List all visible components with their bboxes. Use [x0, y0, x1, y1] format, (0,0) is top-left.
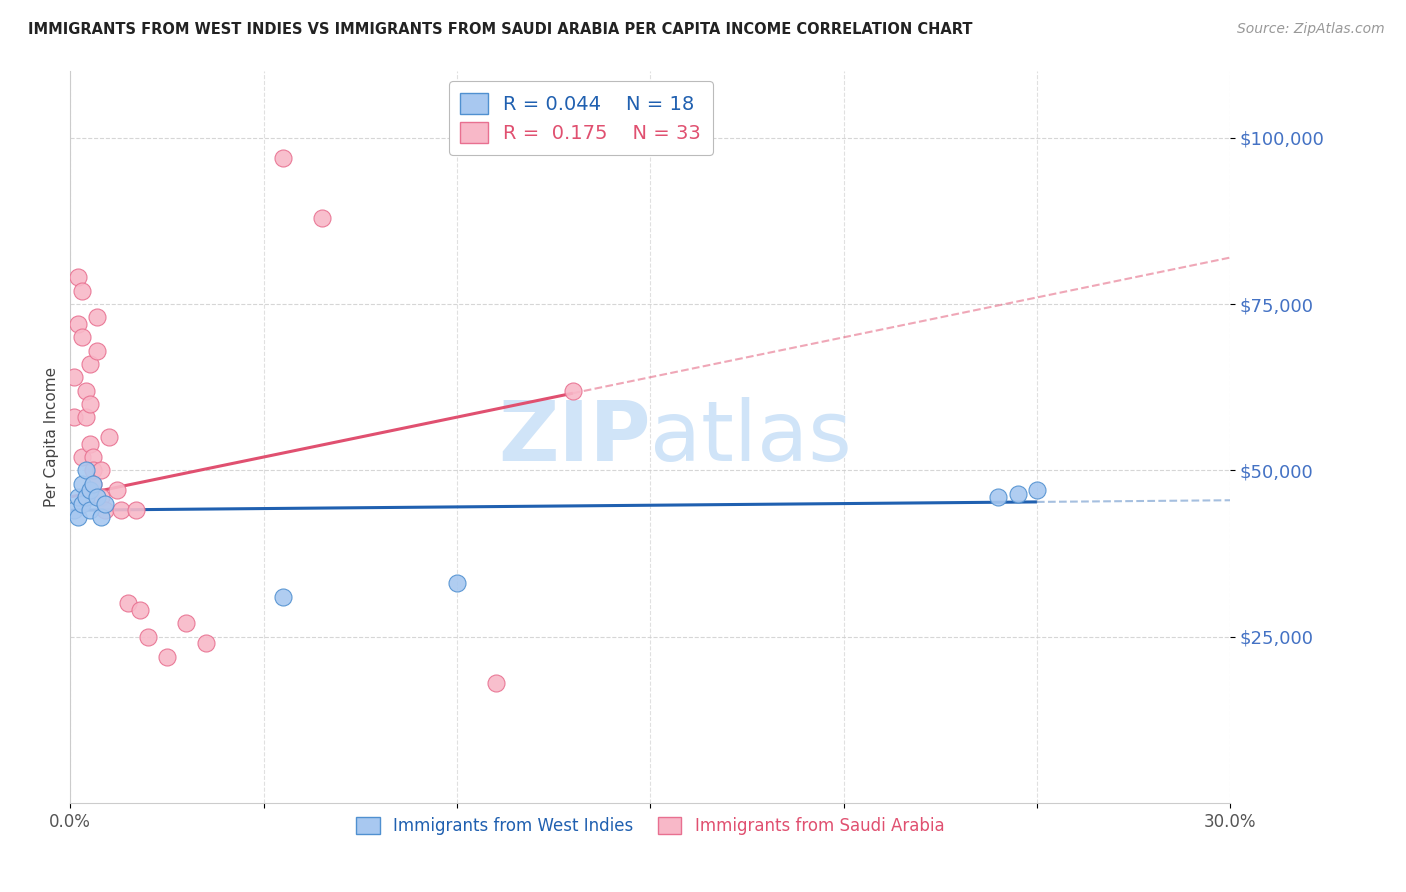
Point	[82, 450, 105, 464]
Point	[63, 370, 86, 384]
Point	[67, 490, 90, 504]
Point	[70, 284, 93, 298]
Point	[86, 343, 108, 358]
Point	[86, 310, 108, 325]
Point	[174, 616, 197, 631]
Text: IMMIGRANTS FROM WEST INDIES VS IMMIGRANTS FROM SAUDI ARABIA PER CAPITA INCOME CO: IMMIGRANTS FROM WEST INDIES VS IMMIGRANT…	[28, 22, 973, 37]
Point	[129, 603, 152, 617]
Point	[94, 497, 117, 511]
Point	[1026, 483, 1049, 498]
Point	[311, 211, 333, 225]
Point	[79, 483, 101, 498]
Point	[86, 490, 108, 504]
Point	[110, 503, 132, 517]
Point	[70, 497, 93, 511]
Point	[70, 330, 93, 344]
Point	[70, 476, 93, 491]
Point	[79, 436, 101, 450]
Point	[75, 490, 97, 504]
Legend: Immigrants from West Indies, Immigrants from Saudi Arabia: Immigrants from West Indies, Immigrants …	[350, 811, 950, 842]
Point	[82, 476, 105, 491]
Point	[67, 270, 90, 285]
Point	[63, 410, 86, 425]
Point	[79, 357, 101, 371]
Point	[75, 410, 97, 425]
Point	[90, 463, 112, 477]
Point	[562, 384, 585, 398]
Point	[271, 151, 294, 165]
Point	[94, 503, 117, 517]
Text: Source: ZipAtlas.com: Source: ZipAtlas.com	[1237, 22, 1385, 37]
Point	[70, 450, 93, 464]
Point	[75, 384, 97, 398]
Point	[156, 649, 179, 664]
Text: atlas: atlas	[650, 397, 852, 477]
Point	[105, 483, 128, 498]
Point	[82, 463, 105, 477]
Point	[117, 596, 139, 610]
Point	[79, 503, 101, 517]
Point	[136, 630, 159, 644]
Point	[75, 463, 97, 477]
Point	[271, 590, 294, 604]
Point	[63, 503, 86, 517]
Point	[90, 490, 112, 504]
Point	[987, 490, 1010, 504]
Point	[67, 509, 90, 524]
Text: ZIP: ZIP	[498, 397, 650, 477]
Point	[67, 317, 90, 331]
Point	[485, 676, 508, 690]
Point	[90, 509, 112, 524]
Point	[1007, 486, 1029, 500]
Point	[194, 636, 217, 650]
Point	[98, 430, 120, 444]
Point	[79, 397, 101, 411]
Point	[446, 576, 468, 591]
Y-axis label: Per Capita Income: Per Capita Income	[44, 367, 59, 508]
Point	[125, 503, 148, 517]
Point	[82, 476, 105, 491]
